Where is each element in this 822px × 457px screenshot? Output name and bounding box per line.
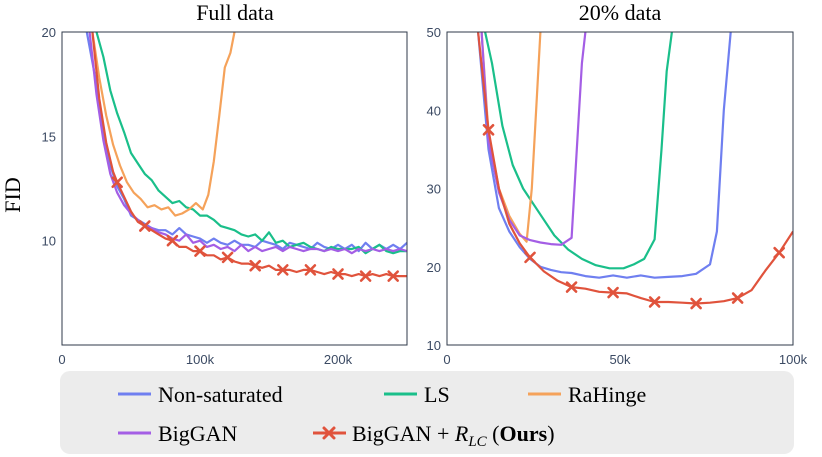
panel-20-percent-data: 20% data 10 20 30 40 50 0 50k 100k — [427, 0, 808, 367]
legend-item-non-saturated: Non-saturated — [118, 382, 283, 407]
y-tick-label: 30 — [427, 182, 441, 197]
legend-label-biggan-plus: BigGAN + — [352, 421, 455, 446]
panel-title-20-percent-data: 20% data — [579, 0, 662, 25]
data-marker-x — [194, 245, 206, 257]
series-line-rahinge — [91, 31, 236, 217]
legend-label-paren-open: ( — [487, 421, 500, 446]
legend-label-lc-subscript: LC — [467, 434, 487, 450]
legend-label-ls: LS — [424, 382, 450, 407]
y-tick-label: 50 — [427, 25, 441, 40]
legend-label-ours: Ours — [500, 421, 548, 446]
y-tick-label: 40 — [427, 103, 441, 118]
y-tick-label: 20 — [42, 25, 56, 40]
legend: Non-saturated LS RaHinge BigGAN BigGAN +… — [60, 371, 794, 454]
legend-marker-x-icon — [322, 426, 336, 440]
series-line-ls — [95, 31, 407, 255]
data-marker-x — [565, 281, 578, 293]
data-marker-x — [139, 220, 151, 232]
legend-item-ls: LS — [384, 382, 450, 407]
data-marker-x — [111, 176, 123, 189]
data-marker-x — [773, 246, 785, 259]
y-tick-label: 20 — [427, 260, 441, 275]
x-tick-label: 200k — [324, 352, 353, 367]
axis-frame — [446, 31, 794, 346]
data-marker-x — [482, 124, 495, 136]
x-tick-label: 50k — [610, 352, 631, 367]
y-axis-title: FID — [0, 177, 25, 212]
series-line-ls — [484, 31, 673, 270]
data-marker-x — [607, 286, 619, 299]
data-marker-x — [731, 292, 744, 304]
legend-item-rahinge: RaHinge — [528, 382, 646, 407]
series-line-non-saturated — [477, 31, 732, 279]
series-line-biggan — [480, 31, 587, 246]
x-tick-label: 0 — [443, 352, 450, 367]
data-marker-x — [648, 296, 661, 308]
data-marker-x — [276, 264, 289, 276]
legend-label-biggan: BigGAN — [158, 421, 238, 446]
y-tick-label: 10 — [427, 338, 441, 353]
legend-label-biggan-rlc-ours: BigGAN + RLC (Ours) — [352, 421, 555, 450]
x-tick-label: 100k — [186, 352, 215, 367]
legend-label-r: R — [454, 421, 469, 446]
panel-full-data: Full data 10 15 20 0 100k 200k — [42, 0, 408, 367]
legend-label-non-saturated: Non-saturated — [158, 382, 283, 407]
plot-area-0 — [62, 32, 407, 345]
y-tick-label: 15 — [42, 129, 56, 144]
legend-background — [60, 371, 794, 454]
data-marker-x — [387, 270, 400, 282]
x-tick-label: 0 — [58, 352, 65, 367]
legend-item-biggan: BigGAN — [118, 421, 238, 446]
legend-item-biggan-rlc-ours: BigGAN + RLC (Ours) — [313, 421, 555, 450]
panel-title-full-data: Full data — [196, 0, 274, 25]
y-tick-label: 10 — [42, 234, 56, 249]
data-marker-x — [332, 268, 344, 280]
x-tick-label: 100k — [779, 352, 808, 367]
legend-label-rahinge: RaHinge — [568, 382, 646, 407]
data-marker-x — [221, 251, 234, 264]
data-marker-x — [304, 264, 317, 276]
axis-frame — [61, 31, 408, 346]
data-marker-x — [524, 251, 536, 264]
legend-label-paren-close: ) — [547, 421, 554, 446]
data-marker-x — [249, 259, 262, 272]
data-marker-x — [690, 297, 702, 310]
data-marker-x — [359, 270, 372, 282]
data-marker-x — [166, 234, 179, 247]
